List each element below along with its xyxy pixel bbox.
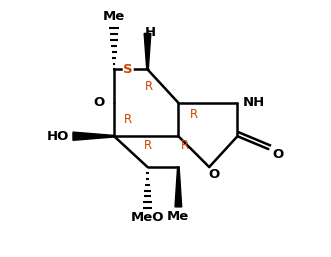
Text: R: R	[181, 139, 189, 152]
Text: S: S	[123, 63, 133, 76]
Polygon shape	[175, 167, 182, 207]
Text: R: R	[145, 80, 153, 93]
Text: R: R	[124, 113, 132, 126]
Text: Me: Me	[103, 10, 125, 23]
Text: NH: NH	[243, 96, 265, 109]
Text: Me: Me	[167, 210, 189, 223]
Text: O: O	[272, 148, 283, 161]
Text: R: R	[190, 108, 198, 121]
Text: R: R	[143, 139, 152, 152]
Text: MeO: MeO	[131, 211, 164, 224]
Text: H: H	[145, 26, 156, 39]
Polygon shape	[73, 132, 114, 140]
Polygon shape	[144, 33, 151, 69]
Text: O: O	[209, 168, 220, 181]
Text: O: O	[94, 96, 105, 109]
Text: HO: HO	[47, 130, 69, 143]
